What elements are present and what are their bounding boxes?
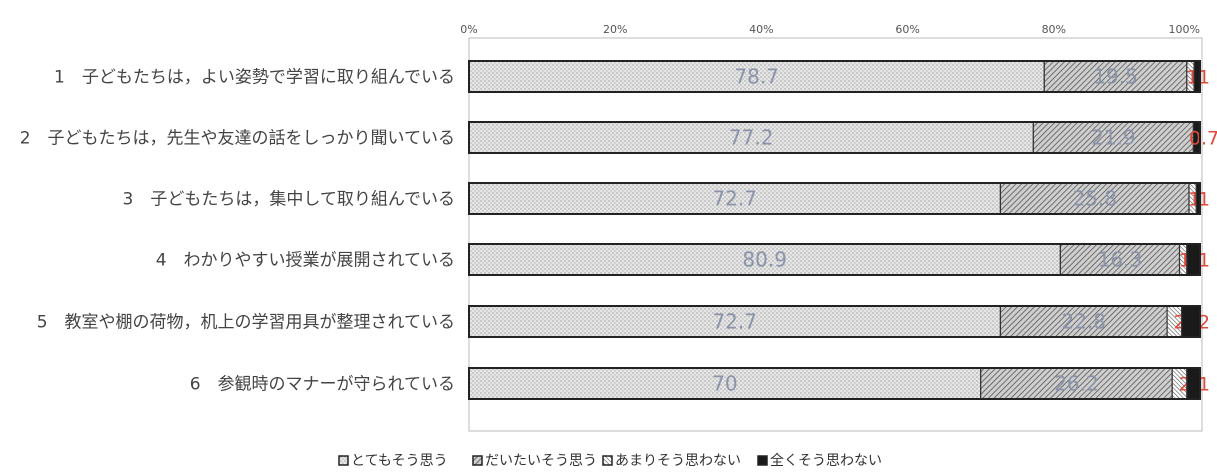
bar-segment (1043, 60, 1188, 93)
data-label: 26.2 (1054, 372, 1099, 396)
data-label: 25.8 (1072, 187, 1117, 211)
data-label: 21.9 (1091, 126, 1136, 150)
bar-outline (468, 367, 1201, 400)
category-label: 5 教室や棚の荷物，机上の学習用具が整理されている (37, 313, 455, 333)
x-tick-label: 80% (1042, 23, 1066, 36)
legend-label: とてもそう思う (351, 453, 448, 469)
bar-outline (468, 243, 1201, 276)
category-label: 4 わかりやすい授業が展開されている (156, 251, 455, 271)
category-label: 2 子どもたちは，先生や友達の話をしっかり聞いている (20, 129, 455, 149)
bar-outline (468, 121, 1201, 154)
data-label: 0.7 (1189, 128, 1217, 150)
legend-swatch (472, 455, 483, 466)
data-label: 16.3 (1098, 248, 1143, 272)
x-tick-label: 100% (1169, 23, 1200, 36)
data-label: 78.7 (734, 65, 779, 89)
x-tick-label: 40% (749, 23, 773, 36)
x-tick-label: 60% (895, 23, 919, 36)
data-label: 70 (712, 372, 737, 396)
bar-outline (468, 60, 1201, 93)
legend-swatch (602, 455, 613, 466)
legend-label: 全くそう思わない (770, 452, 882, 469)
data-label: 72.7 (712, 187, 757, 211)
data-label: 19.5 (1093, 65, 1138, 89)
bar-outline (468, 182, 1201, 215)
legend-label: あまりそう思わない (615, 453, 741, 469)
x-tick-label: 20% (603, 23, 627, 36)
x-tick-label: 0% (460, 23, 477, 36)
bar-outline (468, 305, 1201, 338)
data-label: 80.9 (742, 248, 787, 272)
category-label: 6 参観時のマナーが守られている (190, 375, 455, 395)
data-label: 72.7 (712, 310, 757, 334)
category-label: 1 子どもたちは，よい姿勢で学習に取り組んでいる (54, 68, 455, 88)
legend-swatch (757, 455, 768, 466)
bar-segment (1059, 243, 1181, 276)
data-label: 22.8 (1062, 310, 1107, 334)
legend-label: だいたいそう思う (485, 453, 597, 469)
plot-frame (468, 37, 1203, 432)
category-label: 3 子どもたちは，集中して取り組んでいる (123, 190, 455, 210)
legend-swatch (338, 455, 349, 466)
data-label: 77.2 (729, 126, 774, 150)
